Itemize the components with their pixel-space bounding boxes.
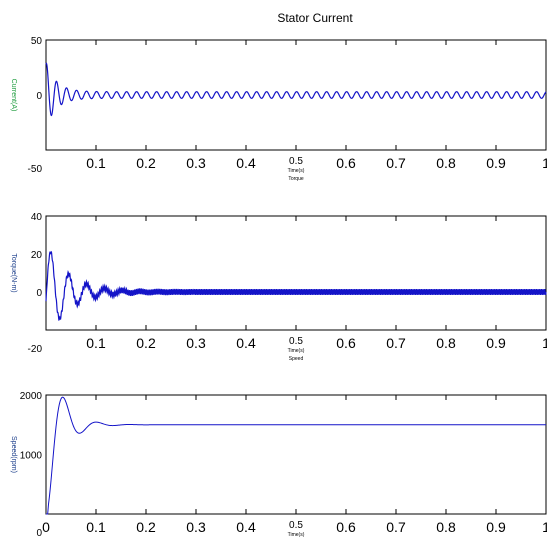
x-tick-label: 0.3 (186, 519, 206, 535)
x-tick-label: 0.2 (136, 335, 156, 351)
x-tick-label: 0.2 (136, 519, 156, 535)
x-tick-label: 0.7 (386, 335, 406, 351)
x-tick-label: 0.2 (136, 155, 156, 171)
x-tick-label: 0 (42, 519, 50, 535)
y-tick-label: 40 (31, 212, 43, 223)
x-tick-label: 0.1 (86, 335, 106, 351)
series-line (45, 250, 547, 322)
x-tick-label: 0.7 (386, 155, 406, 171)
x-mid-label: 0.5 (289, 520, 303, 531)
x-tick-label: 0.6 (336, 155, 356, 171)
y-tick-label: 0 (36, 91, 42, 102)
y-tick-label: 2000 (20, 391, 43, 402)
plot-frame (45, 215, 547, 331)
x-tick-label: 0.3 (186, 155, 206, 171)
x-tick-label: 0.7 (386, 519, 406, 535)
next-plot-title: Speed (289, 356, 304, 362)
x-tick-label: 0.8 (436, 519, 456, 535)
x-axis-label: Time(s) (288, 348, 305, 354)
x-tick-label: 0.6 (336, 519, 356, 535)
x-tick-label: 0.6 (336, 335, 356, 351)
series-line (45, 62, 547, 117)
x-tick-label: 0.8 (436, 155, 456, 171)
y-tick-label: 0 (36, 528, 42, 539)
x-mid-label: 0.5 (289, 336, 303, 347)
y-tick-label: 0 (36, 288, 42, 299)
x-tick-label: 0.9 (486, 519, 506, 535)
plot-frame (45, 39, 547, 151)
x-tick-label: 0.9 (486, 155, 506, 171)
x-tick-label: 0.4 (236, 335, 256, 351)
y-tick-label: 20 (31, 250, 43, 261)
y-axis-label: Current(A) (10, 79, 17, 112)
y-tick-label: -20 (28, 344, 43, 355)
y-axis-label: Torque(N-m) (10, 253, 17, 292)
y-tick-label: 50 (31, 36, 43, 47)
figure-title: Stator Current (277, 11, 353, 25)
x-mid-label: 0.5 (289, 156, 303, 167)
x-tick-label: 0.8 (436, 335, 456, 351)
plot-frame (45, 394, 547, 515)
x-tick-label: 1 (542, 335, 547, 351)
series-line (46, 396, 546, 515)
x-tick-label: 1 (542, 155, 547, 171)
x-tick-label: 0.1 (86, 155, 106, 171)
x-tick-label: 0.1 (86, 519, 106, 535)
x-tick-label: 0.3 (186, 335, 206, 351)
y-tick-label: 1000 (20, 451, 43, 462)
y-tick-label: -50 (28, 164, 43, 175)
next-plot-title: Torque (288, 176, 304, 182)
x-axis-label: Time(s) (288, 532, 305, 538)
x-tick-label: 0.4 (236, 155, 256, 171)
y-axis-label: Speed(rpm) (10, 436, 17, 473)
x-axis-label: Time(s) (288, 168, 305, 174)
x-tick-label: 1 (542, 519, 547, 535)
x-tick-label: 0.4 (236, 519, 256, 535)
x-tick-label: 0.9 (486, 335, 506, 351)
